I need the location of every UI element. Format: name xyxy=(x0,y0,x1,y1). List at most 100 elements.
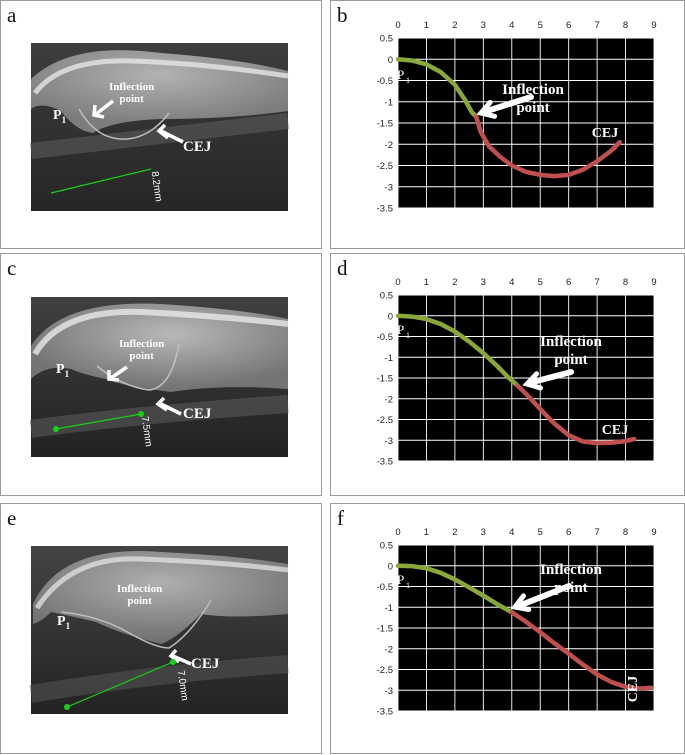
cej-label: CEJ xyxy=(191,656,220,672)
y-tick-label: -2 xyxy=(385,140,393,151)
p1-label: P xyxy=(397,572,404,587)
measurement-line xyxy=(66,661,174,708)
series-line-green xyxy=(395,563,515,615)
ct-image-c xyxy=(29,297,289,457)
panel-f: f 0 1 2 3 4 5 6 7 8 9 0.5 0 -0.5 -1 -1.5 -2 -2.5 -3 -3.5 P 1… xyxy=(330,503,685,754)
x-tick-label: 1 xyxy=(424,527,429,538)
y-tick-label: -1 xyxy=(385,603,393,614)
y-tick-label: -3.5 xyxy=(377,707,393,718)
x-tick-label: 5 xyxy=(538,20,543,31)
panel-label: d xyxy=(337,256,348,280)
x-tick-label: 0 xyxy=(395,20,400,31)
chart-d: 0 1 2 3 4 5 6 7 8 90.50-0.5-1-1.5-2-2.5-3-3.5P 1 In… xyxy=(377,277,657,468)
y-tick-label: -2.5 xyxy=(377,161,393,172)
p1-subscript: 1 xyxy=(406,331,410,340)
chart-b: 0 1 2 3 4 5 6 7 8 90.50-0.5-1-1.5-2-2.5-3-3.5P 1In… xyxy=(377,20,657,215)
inflection-label: Inflection point xyxy=(119,338,165,362)
y-tick-label: -3.5 xyxy=(377,457,393,468)
panel-b: b 0 1 2 3 4 5 6 7 8 9 0.5 0 -0.5 -1 -1.5 -2 -2.5 -3 -3.5 P 1… xyxy=(330,0,685,249)
inflection-label-line2: point xyxy=(554,352,587,368)
x-tick-label: 7 xyxy=(594,527,599,538)
measurement-line xyxy=(55,413,142,430)
x-tick-label: 6 xyxy=(566,20,571,31)
annotations-e xyxy=(64,648,192,710)
panel-label: a xyxy=(7,3,17,27)
chart-f: 0 1 2 3 4 5 6 7 8 90.50-0.5-1-1.5-2-2.5-3-3.5P 1In… xyxy=(377,527,657,718)
measurement-endpoint xyxy=(138,411,144,417)
x-tick-label: 8 xyxy=(623,527,628,538)
inflection-label-line1: Inflection xyxy=(540,334,602,350)
arrow-icon xyxy=(168,648,192,666)
annotations-c xyxy=(53,365,182,432)
inflection-label-line1: Inflection xyxy=(502,82,564,98)
p1-label: P xyxy=(397,67,404,82)
x-tick-label: 6 xyxy=(566,527,571,538)
p1-label: P1 xyxy=(56,362,70,379)
arrow-icon xyxy=(522,369,574,391)
p1-subscript: 1 xyxy=(406,581,410,590)
arrow-icon xyxy=(476,94,534,119)
panel-label: f xyxy=(337,506,344,530)
x-tick-label: 8 xyxy=(623,20,628,31)
inflection-label: Inflection point xyxy=(117,583,163,607)
x-tick-label: 3 xyxy=(481,20,486,31)
annotations-a xyxy=(50,99,184,194)
cej-label: CEJ xyxy=(626,676,641,702)
x-tick-label: 2 xyxy=(452,20,457,31)
y-tick-label: -1.5 xyxy=(377,374,393,385)
panel-label: e xyxy=(7,506,17,530)
p1-label: P1 xyxy=(57,614,71,631)
p1-label: P xyxy=(397,322,404,337)
y-tick-label: -0.5 xyxy=(377,76,393,87)
x-tick-label: 4 xyxy=(509,20,514,31)
x-tick-label: 6 xyxy=(566,277,571,288)
x-tick-label: 5 xyxy=(538,277,543,288)
p1-subscript: 1 xyxy=(406,76,410,85)
ct-image-e xyxy=(29,546,289,714)
arrow-icon xyxy=(107,365,128,382)
y-tick-label: -1.5 xyxy=(377,119,393,130)
x-tick-label: 8 xyxy=(623,277,628,288)
x-tick-label: 4 xyxy=(509,527,514,538)
x-tick-label: 2 xyxy=(452,527,457,538)
panel-label: b xyxy=(337,3,348,27)
series-line-green xyxy=(395,57,479,119)
y-tick-label: 0 xyxy=(388,55,393,66)
y-tick-label: -0.5 xyxy=(377,582,393,593)
measurement-endpoint xyxy=(64,704,70,710)
panel-d: d 0 1 2 3 4 5 6 7 8 9 0.5 0 -0.5 -1 -1.5 -2 -2.5 -3 -3.5 P 1… xyxy=(330,253,685,496)
y-tick-label: -2.5 xyxy=(377,415,393,426)
panel-e: e P1 Inflection point CEJ 7.0mm xyxy=(0,503,322,754)
y-tick-label: -1 xyxy=(385,97,393,108)
measurement-line xyxy=(50,168,152,194)
panel-c: c P1 Inflection point CEJ 7.5mm xyxy=(0,253,322,496)
arrow-icon xyxy=(510,583,572,612)
panel-a: a P1 Inflection point CEJ 8.2mm xyxy=(0,0,322,249)
x-tick-label: 2 xyxy=(452,277,457,288)
arrow-icon xyxy=(156,123,184,144)
x-tick-label: 0 xyxy=(395,277,400,288)
cej-label: CEJ xyxy=(592,126,618,141)
measurement-endpoint xyxy=(53,426,59,432)
y-tick-label: -1.5 xyxy=(377,624,393,635)
x-tick-label: 9 xyxy=(651,20,656,31)
arrow-icon xyxy=(155,396,182,416)
inflection-label-line2: point xyxy=(516,100,549,116)
x-tick-label: 5 xyxy=(538,527,543,538)
y-tick-label: -0.5 xyxy=(377,332,393,343)
x-tick-label: 9 xyxy=(651,277,656,288)
y-tick-label: -3 xyxy=(385,686,393,697)
inflection-label-line1: Inflection xyxy=(540,562,602,578)
y-tick-label: -2.5 xyxy=(377,665,393,676)
series-line-red xyxy=(515,383,637,446)
cej-label: CEJ xyxy=(602,423,628,438)
y-tick-label: 0.5 xyxy=(380,291,393,302)
y-tick-label: -3 xyxy=(385,182,393,193)
x-tick-label: 7 xyxy=(594,20,599,31)
series-line-green xyxy=(395,313,520,388)
x-tick-label: 3 xyxy=(481,527,486,538)
y-tick-label: -2 xyxy=(385,644,393,655)
x-tick-label: 9 xyxy=(651,527,656,538)
cej-label: CEJ xyxy=(183,139,212,155)
x-tick-label: 0 xyxy=(395,527,400,538)
